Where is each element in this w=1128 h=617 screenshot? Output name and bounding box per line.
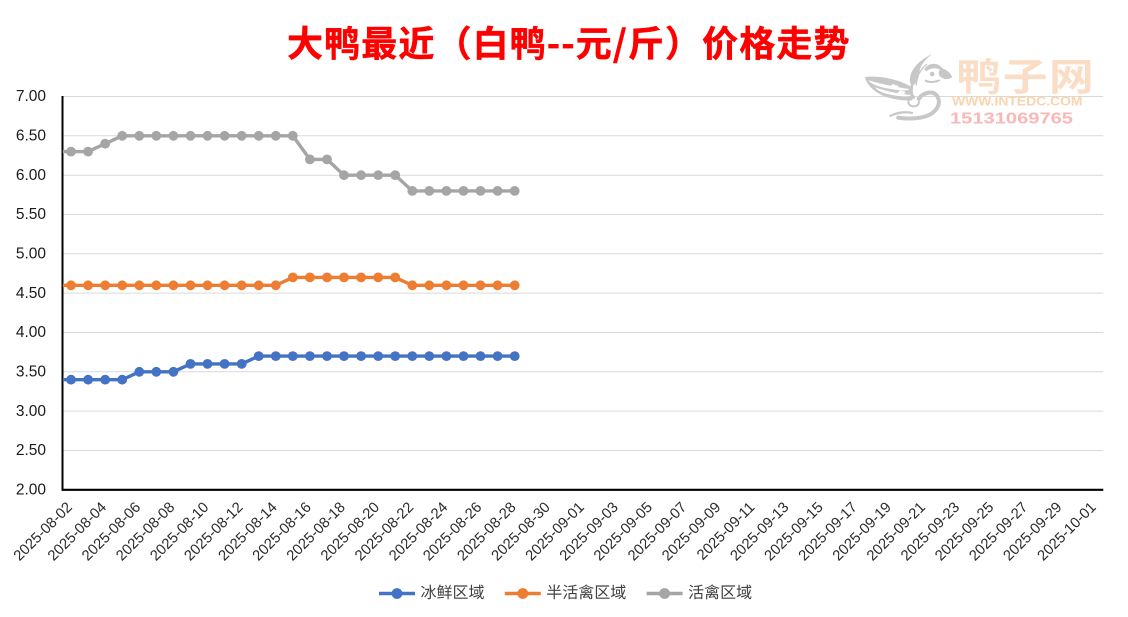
svg-text:3.50: 3.50: [16, 364, 47, 381]
svg-text:15131069765: 15131069765: [950, 110, 1073, 127]
svg-text:5.00: 5.00: [16, 246, 47, 263]
svg-text:2.00: 2.00: [16, 482, 47, 499]
svg-text:2.50: 2.50: [16, 442, 47, 459]
svg-text:4.00: 4.00: [16, 324, 47, 341]
svg-text:6.50: 6.50: [16, 128, 47, 145]
svg-text:3.00: 3.00: [16, 403, 47, 420]
svg-text:6.00: 6.00: [16, 167, 47, 184]
svg-text:WWW.INTEDC.COM: WWW.INTEDC.COM: [952, 95, 1083, 109]
svg-text:4.50: 4.50: [16, 285, 47, 302]
svg-text:5.50: 5.50: [16, 206, 47, 223]
svg-text:7.00: 7.00: [16, 88, 47, 105]
